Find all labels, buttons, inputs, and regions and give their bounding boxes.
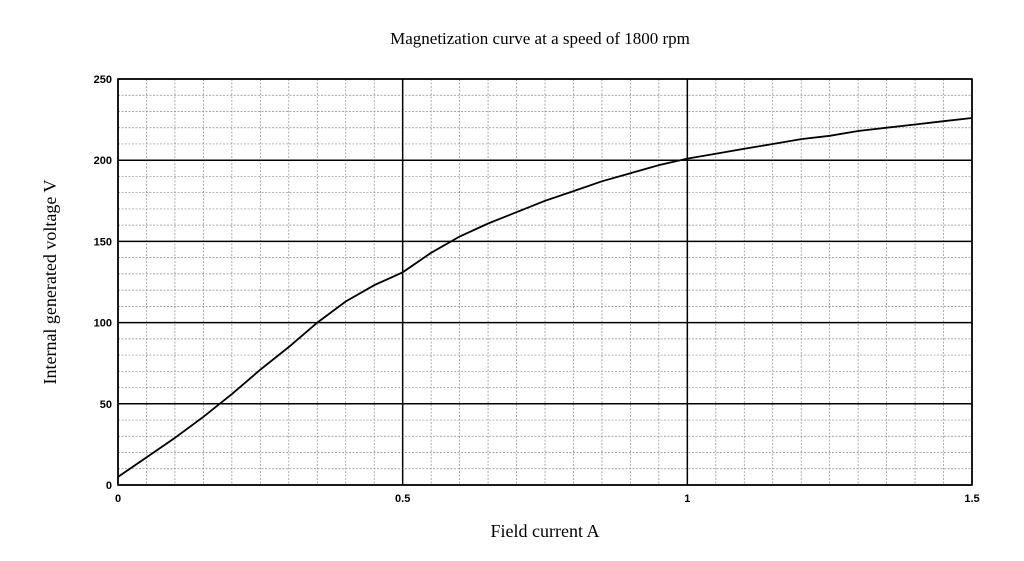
x-tick-labels: 0 0.5 1 1.5 <box>115 493 980 505</box>
x-tick-label: 1 <box>684 493 690 505</box>
y-tick-label: 250 <box>94 74 112 86</box>
y-tick-labels: 0 50 100 150 200 250 <box>94 74 112 492</box>
x-tick-label: 0.5 <box>395 493 410 505</box>
y-axis-label: Internal generated voltage V <box>40 179 60 384</box>
magnetization-curve <box>117 117 973 478</box>
x-axis-label: Field current A <box>491 521 600 541</box>
y-tick-label: 50 <box>100 399 112 411</box>
minor-grid <box>118 79 972 485</box>
y-tick-label: 200 <box>94 155 112 167</box>
x-tick-label: 0 <box>115 493 121 505</box>
chart-title: Magnetization curve at a speed of 1800 r… <box>390 29 690 48</box>
y-tick-label: 150 <box>94 236 112 248</box>
x-tick-label: 1.5 <box>964 493 979 505</box>
y-tick-label: 100 <box>94 318 112 330</box>
plot-frame <box>117 78 973 486</box>
y-tick-label: 0 <box>106 480 112 492</box>
